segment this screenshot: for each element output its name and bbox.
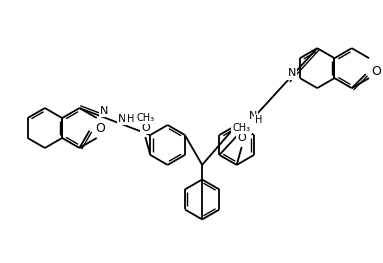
- Text: O: O: [141, 123, 150, 133]
- Text: N: N: [100, 105, 108, 115]
- Text: O: O: [237, 133, 246, 143]
- Text: N: N: [118, 114, 127, 124]
- Text: O: O: [95, 122, 105, 135]
- Text: N: N: [288, 68, 296, 78]
- Text: N: N: [249, 111, 257, 121]
- Text: CH₃: CH₃: [232, 123, 251, 133]
- Text: H: H: [255, 115, 262, 125]
- Text: CH₃: CH₃: [136, 113, 154, 123]
- Text: H: H: [127, 114, 134, 124]
- Text: O: O: [372, 65, 381, 78]
